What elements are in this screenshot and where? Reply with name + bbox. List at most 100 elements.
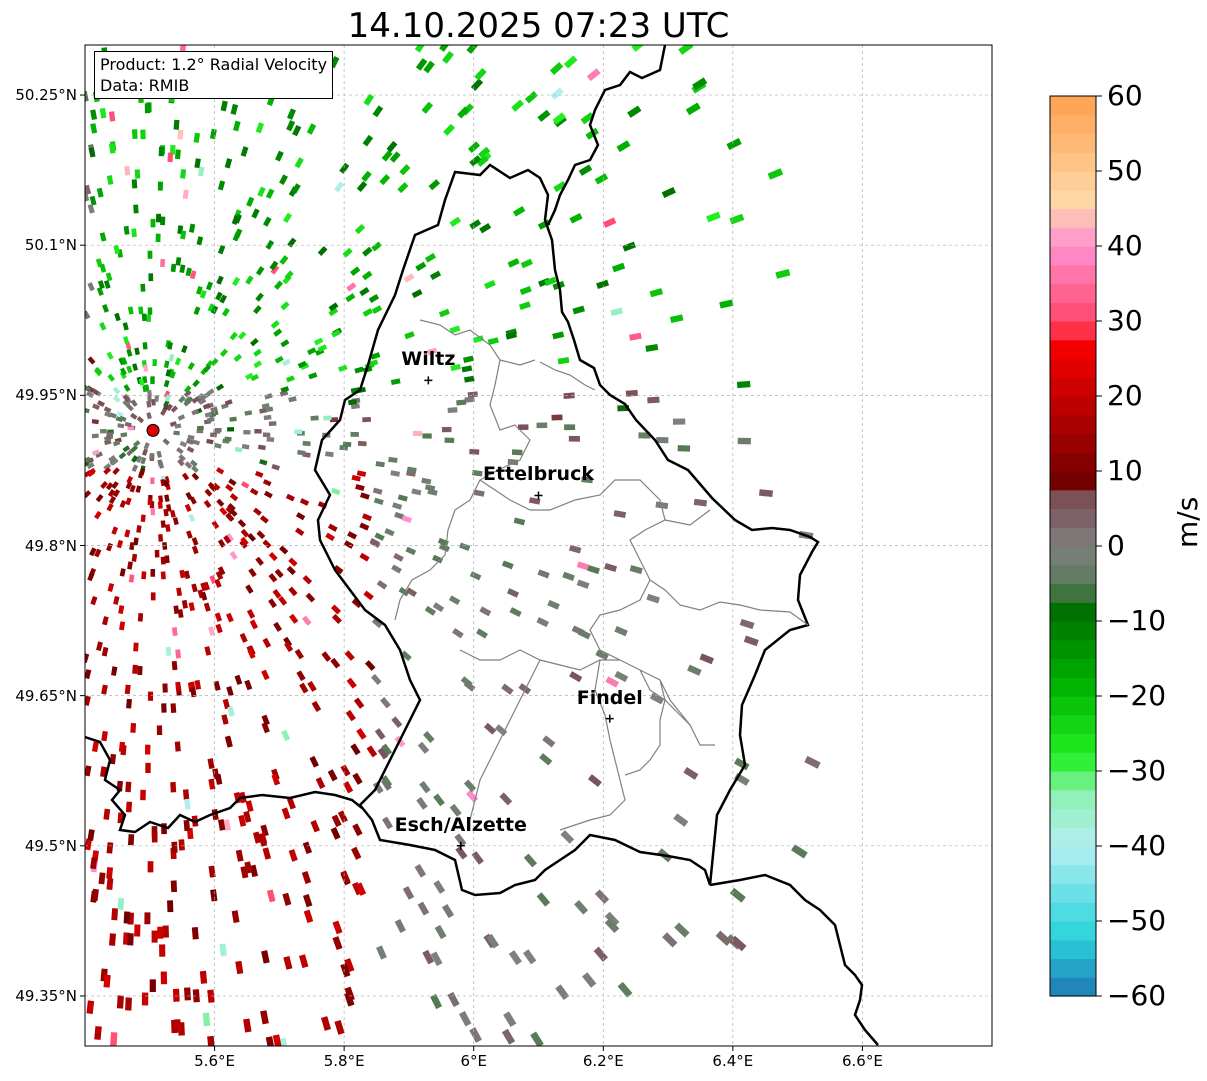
radar-echo-cell <box>141 992 149 1006</box>
lat-tick-label: 49.95°N <box>15 386 77 405</box>
radar-echo-cell <box>179 440 188 448</box>
radar-echo-cell <box>234 213 242 224</box>
radar-echo-cell <box>692 77 708 91</box>
radar-echo-cell <box>297 360 307 369</box>
radar-echo-cell <box>246 196 255 207</box>
radar-echo-cell <box>119 621 126 631</box>
radar-echo-cell <box>140 789 146 801</box>
radar-echo-cell <box>106 878 114 890</box>
colorbar-segment <box>1050 396 1096 416</box>
radar-echo-cell <box>466 45 479 54</box>
radar-echo-cell <box>302 893 313 908</box>
radar-echo-cell <box>474 67 487 81</box>
radar-echo-cell <box>116 995 124 1009</box>
radar-echo-cell <box>126 475 134 484</box>
radar-echo-cell <box>245 584 254 594</box>
radar-echo-cell <box>328 302 339 312</box>
radar-echo-cell <box>405 546 417 556</box>
radar-echo-cell <box>158 146 165 157</box>
lon-tick-label: 6.6°E <box>842 1052 883 1070</box>
radar-echo-cell <box>122 394 130 403</box>
radar-echo-cell <box>88 147 96 158</box>
radar-echo-cell <box>147 250 153 259</box>
radar-echo-cell <box>508 950 522 966</box>
radar-echo-cell <box>147 307 153 315</box>
radar-echo-cell <box>120 744 127 756</box>
radar-echo-cell <box>224 735 233 747</box>
radar-echo-cell <box>150 508 155 516</box>
radar-echo-cell <box>124 166 131 176</box>
radar-echo-cell <box>362 246 373 257</box>
radar-echo-cell <box>174 741 181 752</box>
radar-echo-cell <box>193 306 201 316</box>
radar-echo-cell <box>244 410 253 416</box>
radar-echo-cell <box>96 641 103 651</box>
radar-echo-cell <box>225 483 234 492</box>
colorbar-tick-label: −40 <box>1107 829 1167 862</box>
lon-tick-label: 6.4°E <box>712 1052 754 1070</box>
radar-echo-cell <box>351 474 361 482</box>
radar-echo-cell <box>266 889 276 903</box>
radar-echo-cell <box>295 527 305 536</box>
radar-echo-cell <box>192 379 200 388</box>
radar-echo-cell <box>344 986 355 1002</box>
radar-echo-cell <box>234 228 243 239</box>
radar-echo-cell <box>340 870 351 884</box>
radar-echo-cell <box>135 485 142 493</box>
radar-echo-cell <box>253 507 262 516</box>
radar-echo-cell <box>279 174 288 186</box>
radar-echo-cell <box>127 425 135 431</box>
radar-echo-cell <box>613 510 627 519</box>
radar-echo-cell <box>182 189 189 200</box>
radar-echo-cell <box>208 865 216 878</box>
colorbar-segment <box>1050 789 1096 810</box>
colorbar-segment <box>1050 621 1096 641</box>
radar-echo-cell <box>261 403 270 409</box>
colorbar-segment <box>1050 752 1096 772</box>
radar-echo-cell <box>362 270 373 281</box>
radar-echo-cell <box>99 322 107 331</box>
radar-echo-cell <box>542 735 556 748</box>
radar-echo-cell <box>448 595 461 606</box>
radar-echo-cell <box>215 570 224 580</box>
radar-echo-cell <box>123 911 131 924</box>
radar-echo-cell <box>414 864 427 878</box>
radar-echo-cell <box>109 753 117 765</box>
radar-echo-cell <box>247 532 257 542</box>
radar-echo-cell <box>113 595 120 605</box>
radar-echo-cell <box>262 539 272 549</box>
radar-echo-layer <box>85 45 821 1046</box>
city-marker-icon <box>534 491 543 500</box>
radar-echo-cell <box>449 803 462 817</box>
radar-echo-cell <box>513 517 526 526</box>
radar-echo-cell <box>759 489 773 497</box>
radar-echo-cell <box>268 598 277 609</box>
radar-echo-cell <box>131 129 138 140</box>
radar-echo-cell <box>163 390 171 399</box>
radar-echo-cell <box>176 447 184 455</box>
radar-echo-cell <box>155 213 162 223</box>
radar-echo-cell <box>572 305 585 315</box>
radar-echo-cell <box>449 216 462 228</box>
radar-echo-cell <box>106 867 114 879</box>
radar-echo-cell <box>196 285 203 295</box>
colorbar-segment <box>1050 658 1096 678</box>
radar-echo-cell <box>524 90 538 104</box>
radar-echo-cell <box>377 747 389 760</box>
germany-border-north <box>546 45 667 226</box>
radar-echo-cell <box>327 769 338 782</box>
radar-echo-cell <box>172 517 179 526</box>
colorbar-segment <box>1050 902 1096 922</box>
radar-echo-cell <box>501 560 514 570</box>
radar-echo-cell <box>321 1016 331 1031</box>
radar-echo-cell <box>511 99 525 112</box>
radar-echo-cell <box>214 612 223 622</box>
radar-echo-cell <box>333 564 344 575</box>
radar-echo-cell <box>355 882 367 896</box>
radar-echo-cell <box>186 446 195 453</box>
radar-echo-cell <box>164 394 171 402</box>
radar-echo-cell <box>357 440 367 447</box>
radar-echo-cell <box>391 564 402 574</box>
radar-echo-cell <box>229 331 238 341</box>
radar-echo-cell <box>240 528 250 538</box>
